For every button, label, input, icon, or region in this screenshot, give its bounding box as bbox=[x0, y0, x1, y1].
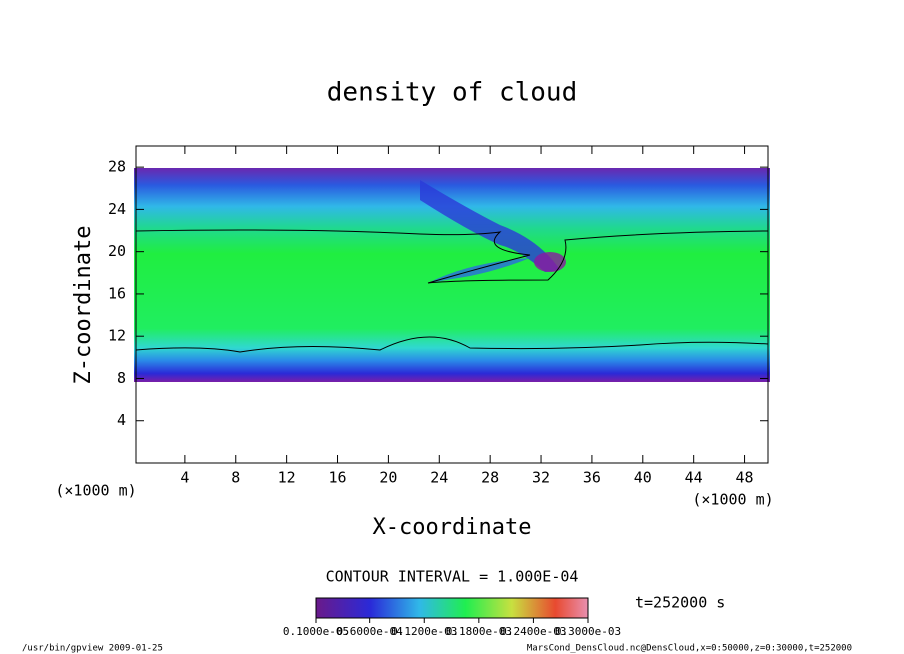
x-tick-label: 28 bbox=[481, 469, 499, 487]
contour bbox=[135, 229, 769, 284]
x-tick-label: 12 bbox=[278, 469, 296, 487]
colorbar-label: 0.1000e-05 bbox=[283, 625, 349, 638]
y-axis-label: Z-coordinate bbox=[71, 226, 96, 385]
x-tick-label: 8 bbox=[231, 469, 240, 487]
field-tongue bbox=[428, 258, 530, 283]
colorbar-label: 0.6000e-04 bbox=[337, 625, 404, 638]
x-tick-label: 4 bbox=[180, 469, 189, 487]
x-tick-label: 16 bbox=[328, 469, 346, 487]
y-tick-label: 24 bbox=[108, 200, 126, 218]
field-plume bbox=[420, 180, 560, 272]
x-tick-label: 44 bbox=[685, 469, 703, 487]
x-unit: (×1000 m) bbox=[692, 491, 773, 509]
colorbar bbox=[315, 597, 589, 619]
footer-left: /usr/bin/gpview 2009-01-25 bbox=[22, 644, 163, 654]
field bbox=[134, 168, 770, 382]
x-tick-label: 40 bbox=[634, 469, 652, 487]
colorbar-label: 0.1800e-03 bbox=[446, 625, 512, 638]
plot-frame bbox=[135, 145, 769, 464]
footer-right: MarsCond_DensCloud.nc@DensCloud,x=0:5000… bbox=[527, 644, 852, 654]
y-tick-label: 20 bbox=[108, 242, 126, 260]
colorbar-label: 0.3000e-03 bbox=[555, 625, 621, 638]
x-axis-label: X-coordinate bbox=[373, 515, 532, 540]
x-tick-label: 48 bbox=[736, 469, 754, 487]
time-label: t=252000 s bbox=[635, 594, 725, 612]
colorbar-label: 0.1200e-03 bbox=[391, 625, 457, 638]
y-tick-label: 12 bbox=[108, 327, 126, 345]
x-tick-label: 32 bbox=[532, 469, 550, 487]
x-tick-label: 24 bbox=[430, 469, 448, 487]
y-unit: (×1000 m) bbox=[55, 482, 136, 500]
field-core bbox=[534, 252, 566, 272]
y-tick-label: 8 bbox=[117, 369, 126, 387]
y-tick-label: 16 bbox=[108, 284, 126, 302]
y-tick-label: 4 bbox=[117, 411, 126, 429]
contour-interval: CONTOUR INTERVAL = 1.000E-04 bbox=[326, 568, 579, 586]
x-tick-label: 36 bbox=[583, 469, 601, 487]
colorbar-label: 0.2400e-03 bbox=[500, 625, 566, 638]
x-tick-label: 20 bbox=[379, 469, 397, 487]
y-tick-label: 28 bbox=[108, 158, 126, 176]
chart-title: density of cloud bbox=[327, 78, 577, 108]
contour bbox=[135, 336, 769, 353]
